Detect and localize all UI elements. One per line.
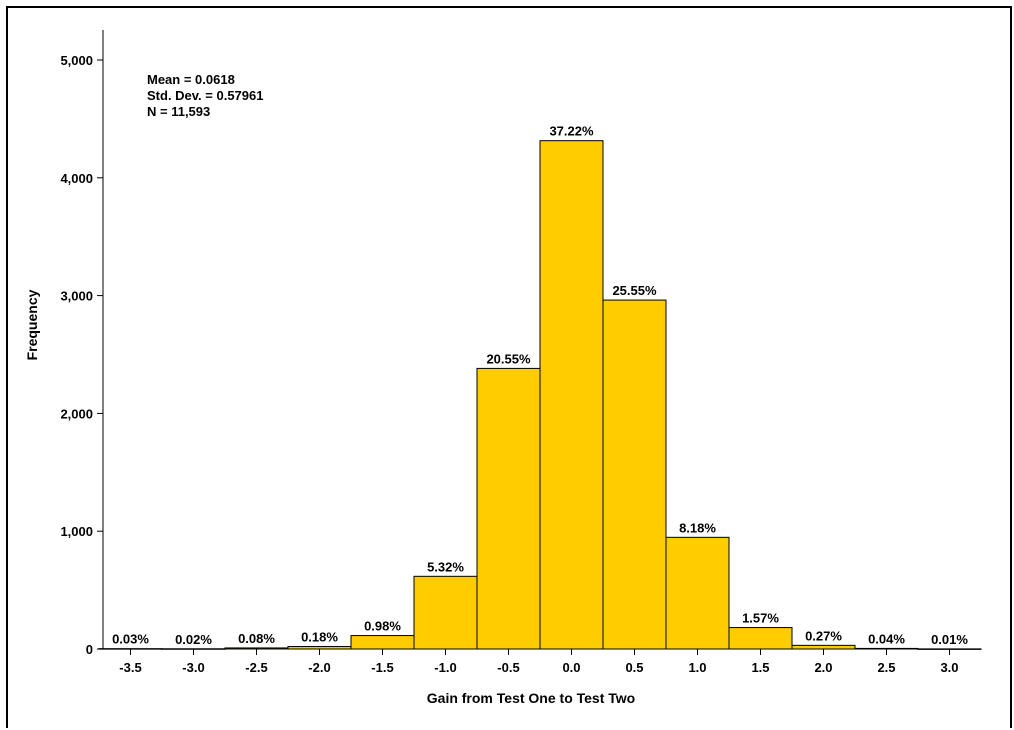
y-tick-label: 0 <box>86 642 93 657</box>
x-tick-label: 0.0 <box>562 660 580 675</box>
x-tick-label: 1.0 <box>688 660 706 675</box>
chart-frame <box>6 6 1012 728</box>
y-tick-label: 3,000 <box>60 289 93 304</box>
bar-percent-label: 5.32% <box>427 559 464 574</box>
y-ticks-layer: 0 1,000 2,000 3,000 4,000 5,000 <box>60 53 103 657</box>
stat-mean: Mean = 0.0618 <box>147 72 235 87</box>
summary-statistics: Mean = 0.0618 Std. Dev. = 0.57961 N = 11… <box>147 72 263 120</box>
x-tick-label: -3.5 <box>119 660 141 675</box>
data-labels-layer: 0.03% 0.02% 0.08% 0.18% 0.98% 5.32% 20.55% 37.2… <box>112 124 968 647</box>
histogram-bar <box>602 299 667 650</box>
x-axis-title: Gain from Test One to Test Two <box>427 690 635 706</box>
bar-percent-label: 8.18% <box>679 520 716 535</box>
y-tick-label: 1,000 <box>60 524 93 539</box>
histogram-bar <box>350 635 415 650</box>
x-tick-label: 2.5 <box>877 660 895 675</box>
x-tick-label: -3.0 <box>182 660 204 675</box>
bar-percent-label: 0.27% <box>805 628 842 643</box>
y-tick-label: 5,000 <box>60 53 93 68</box>
histogram-bar <box>665 536 730 650</box>
bar-percent-label: 25.55% <box>612 283 657 298</box>
histogram-bar <box>476 367 541 650</box>
bar-percent-label: 0.98% <box>364 619 401 634</box>
bar-percent-label: 37.22% <box>549 124 594 139</box>
axes-layer <box>102 30 972 650</box>
x-tick-label: 2.0 <box>814 660 832 675</box>
x-tick-label: 1.5 <box>751 660 769 675</box>
bar-percent-label: 0.01% <box>931 632 968 647</box>
bar-percent-label: 0.02% <box>175 632 212 647</box>
bar-percent-label: 20.55% <box>486 351 531 366</box>
x-tick-label: -0.5 <box>497 660 519 675</box>
x-tick-label: -2.0 <box>308 660 330 675</box>
bar-percent-label: 0.04% <box>868 631 905 646</box>
y-tick-label: 2,000 <box>60 406 93 421</box>
y-axis-title: Frequency <box>24 289 40 360</box>
bar-percent-label: 0.03% <box>112 632 149 647</box>
stat-std-dev: Std. Dev. = 0.57961 <box>147 88 264 103</box>
y-tick-label: 4,000 <box>60 171 93 186</box>
bar-percent-label: 0.08% <box>238 631 275 646</box>
x-ticks-layer: -3.5 -3.0 -2.5 -2.0 -1.5 -1.0 -0.5 0.0 0.5 1.0 1.5… <box>119 649 959 675</box>
histogram-bar <box>791 644 856 650</box>
x-tick-label: -1.0 <box>434 660 456 675</box>
x-tick-label: 3.0 <box>940 660 958 675</box>
bars-layer <box>98 140 982 650</box>
x-tick-label: 0.5 <box>625 660 643 675</box>
x-tick-label: -2.5 <box>245 660 267 675</box>
bar-percent-label: 0.18% <box>301 630 338 645</box>
stat-n: N = 11,593 <box>147 104 211 119</box>
histogram-bar <box>413 575 478 650</box>
bar-percent-label: 1.57% <box>742 611 779 626</box>
histogram-bar <box>539 140 604 650</box>
histogram-bar <box>728 627 793 650</box>
x-tick-label: -1.5 <box>371 660 393 675</box>
